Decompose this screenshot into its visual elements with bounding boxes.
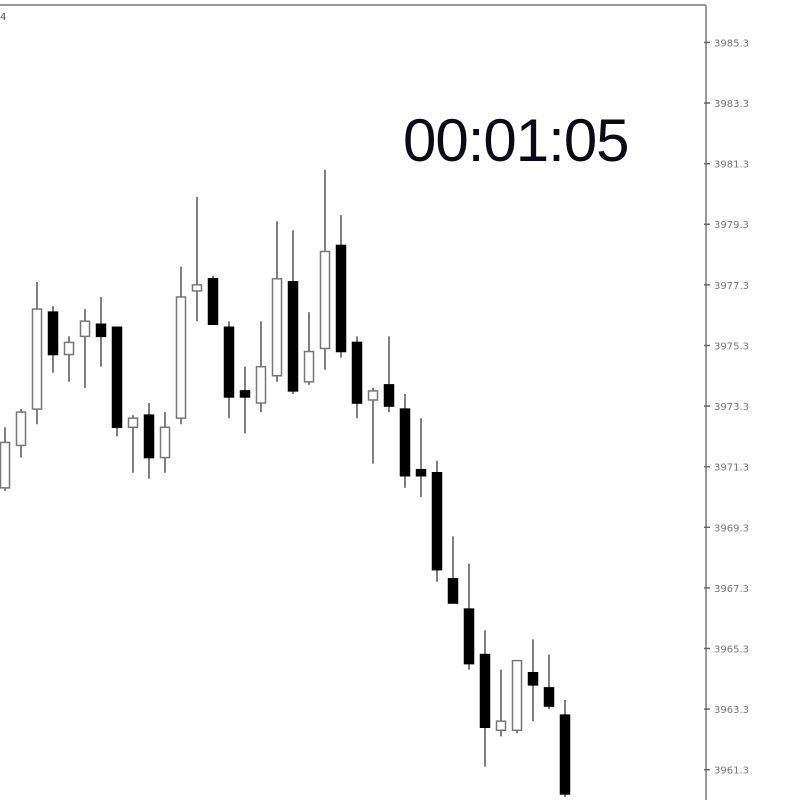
bull-candle [495, 669, 507, 737]
y-tick-label: 3963.3 [714, 705, 749, 716]
candle-body [239, 390, 251, 398]
candle-body [15, 411, 27, 447]
bear-candle [447, 536, 459, 604]
y-tick-label: 3981.3 [714, 160, 749, 171]
y-tick-label: 3975.3 [714, 341, 749, 352]
candle-body [495, 720, 507, 732]
bear-candle [351, 336, 363, 419]
y-axis: 3985.3 3983.3 3981.3 3979.3 3977.3 3975.3 3973… [704, 38, 749, 777]
bull-candle [255, 321, 267, 413]
candle-body [159, 426, 171, 459]
bear-candle [47, 306, 59, 373]
bear-candle [383, 336, 395, 413]
candle-body [31, 308, 43, 410]
candle-body [223, 326, 235, 398]
bear-candle [111, 326, 123, 437]
candle-body [511, 659, 523, 732]
y-tick-label: 3971.3 [714, 463, 749, 474]
candle-body [63, 341, 75, 356]
y-tick-label: 3961.3 [714, 766, 749, 777]
candle-body [335, 244, 347, 353]
bull-candle [127, 415, 139, 473]
bull-candle [367, 387, 379, 464]
candle-body [143, 414, 155, 459]
y-tick-label: 3983.3 [714, 99, 749, 110]
bull-candle [319, 169, 331, 370]
bear-candle [527, 639, 539, 722]
candle-body [447, 578, 459, 604]
bull-candle [175, 266, 187, 425]
candle-body [0, 441, 11, 489]
candle-body [479, 653, 491, 729]
bull-candle [303, 312, 315, 385]
bear-candle [207, 275, 219, 325]
candle-body [431, 471, 443, 571]
candle-body [415, 468, 427, 477]
y-tick-label: 3985.3 [714, 38, 749, 49]
bear-candle [239, 366, 251, 434]
bull-candle [271, 221, 283, 382]
candle-body [127, 417, 139, 429]
bear-candle [463, 563, 475, 670]
bull-candle [0, 427, 11, 491]
y-tick-label: 3967.3 [714, 584, 749, 595]
bear-candle [95, 296, 107, 367]
bull-candle [79, 309, 91, 388]
candle-body [543, 687, 555, 707]
candle-body [79, 320, 91, 338]
bull-candle [511, 659, 523, 734]
y-tick-label: 3969.3 [714, 523, 749, 534]
bear-candle [479, 630, 491, 767]
candle-body [175, 296, 187, 419]
bear-candle [223, 321, 235, 419]
y-tick-label: 3977.3 [714, 281, 749, 292]
bull-candle [15, 409, 27, 458]
bear-candle [335, 215, 347, 358]
bull-candle [159, 412, 171, 473]
candle-body [351, 341, 363, 404]
candle-body [271, 278, 283, 377]
bear-candle [399, 393, 411, 488]
bear-candle [543, 654, 555, 710]
candle-body [207, 278, 219, 325]
candle-body [95, 323, 107, 338]
y-tick-label: 3973.3 [714, 402, 749, 413]
candle-body [559, 714, 571, 795]
bear-candle [287, 230, 299, 394]
candle-body [303, 350, 315, 383]
bear-candle [415, 418, 427, 497]
bull-candle [191, 196, 203, 322]
candle-body [111, 326, 123, 429]
candle-body [287, 281, 299, 392]
candles-group [0, 169, 571, 797]
candle-countdown-timer: 00:01:05 [403, 107, 630, 174]
candle-body [463, 608, 475, 665]
bull-candle [31, 281, 43, 425]
candle-body [191, 284, 203, 292]
corner-label: 4 [0, 12, 6, 23]
candle-body [47, 311, 59, 356]
candle-body [383, 384, 395, 407]
candle-body [255, 365, 267, 404]
candle-body [527, 671, 539, 686]
y-tick-label: 3979.3 [714, 220, 749, 231]
candle-body [367, 390, 379, 401]
candle-body [319, 250, 331, 350]
bear-candle [431, 460, 443, 582]
bull-candle [63, 336, 75, 382]
candle-body [399, 408, 411, 477]
bear-candle [559, 700, 571, 797]
y-tick-label: 3965.3 [714, 644, 749, 655]
bear-candle [143, 403, 155, 479]
